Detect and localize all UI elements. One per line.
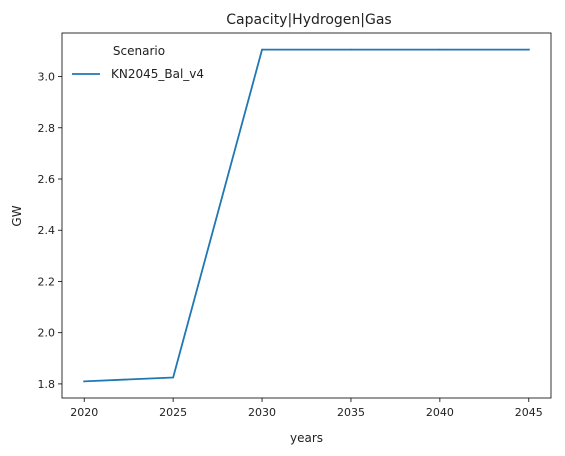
data-point: [261, 48, 263, 51]
legend-title: Scenario: [113, 44, 165, 58]
y-tick-label: 3.0: [38, 71, 56, 84]
legend: Scenario KN2045_Bal_v4: [72, 44, 204, 81]
y-axis: 1.8 2.0 2.2 2.4 2.6 2.8 3.0: [38, 71, 62, 391]
data-point: [83, 380, 86, 383]
y-tick-label: 1.8: [38, 378, 56, 391]
y-axis-label: GW: [10, 205, 24, 226]
x-axis-label: years: [290, 431, 323, 445]
plot-area: [83, 48, 530, 383]
y-tick-label: 2.6: [38, 173, 56, 186]
x-tick-label: 2045: [515, 406, 543, 419]
y-tick-label: 2.8: [38, 122, 56, 135]
legend-entry-label: KN2045_Bal_v4: [111, 67, 204, 81]
data-point: [350, 48, 352, 51]
data-point: [172, 376, 175, 379]
y-tick-label: 2.4: [38, 224, 56, 237]
data-point: [438, 48, 441, 51]
x-tick-label: 2025: [159, 406, 187, 419]
data-point: [527, 48, 530, 51]
y-tick-label: 2.0: [38, 327, 56, 340]
chart-title: Capacity|Hydrogen|Gas: [226, 12, 391, 28]
x-tick-label: 2020: [70, 406, 98, 419]
x-tick-label: 2030: [248, 406, 276, 419]
x-tick-label: 2040: [426, 406, 454, 419]
series-line-KN2045_Bal_v4: [83, 48, 530, 383]
x-tick-label: 2035: [337, 406, 365, 419]
plot-frame: [61, 32, 552, 399]
y-tick-label: 2.2: [38, 275, 56, 288]
x-axis: 2020 2025 2030 2035 2040 2045: [70, 398, 543, 419]
